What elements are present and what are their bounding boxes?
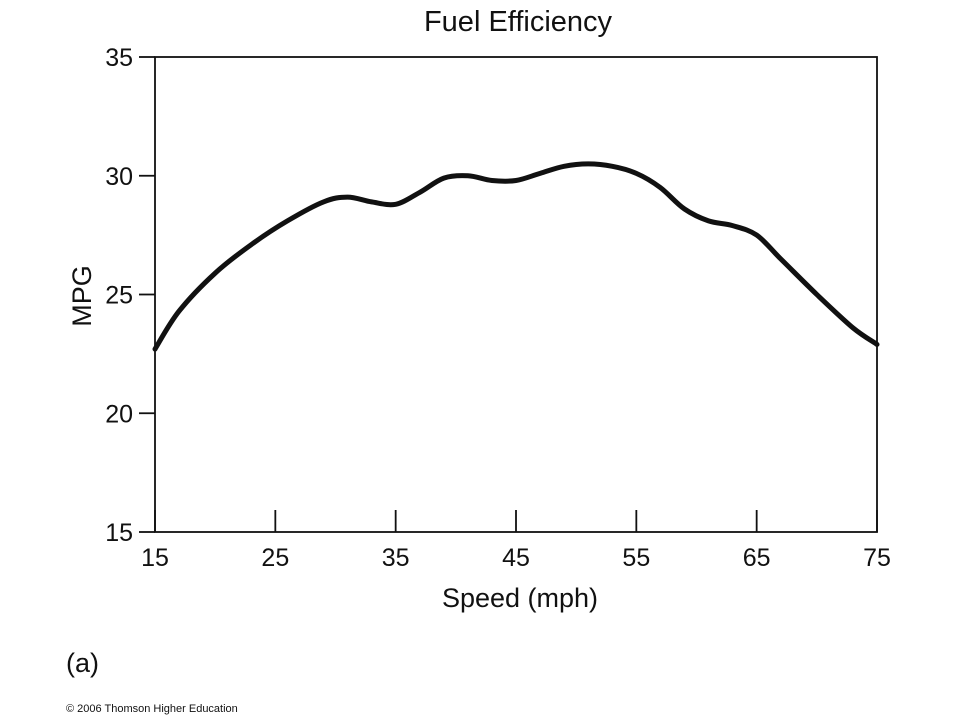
y-tick-label: 35 (105, 44, 133, 72)
x-tick-label: 15 (141, 544, 169, 572)
x-tick-label: 65 (743, 544, 771, 572)
panel-label: (a) (66, 648, 99, 678)
chart-title: Fuel Efficiency (424, 6, 613, 38)
y-tick-label: 20 (105, 400, 133, 428)
x-tick-label: 45 (502, 544, 530, 572)
x-axis: 15 25 35 45 55 65 75 (141, 510, 891, 572)
y-tick-label: 30 (105, 163, 133, 191)
x-tick-label: 55 (622, 544, 650, 572)
x-tick-label: 75 (863, 544, 891, 572)
copyright-notice: © 2006 Thomson Higher Education (66, 703, 238, 715)
plot-frame (154, 56, 878, 533)
x-tick-label: 35 (382, 544, 410, 572)
x-tick-label: 25 (261, 544, 289, 572)
x-axis-label: Speed (mph) (442, 583, 598, 613)
y-tick-label: 15 (105, 519, 133, 547)
y-axis-label: MPG (67, 265, 97, 327)
y-tick-label: 25 (105, 282, 133, 310)
series-line-mpg (152, 161, 880, 352)
y-axis: 15 20 25 30 35 (105, 44, 155, 547)
